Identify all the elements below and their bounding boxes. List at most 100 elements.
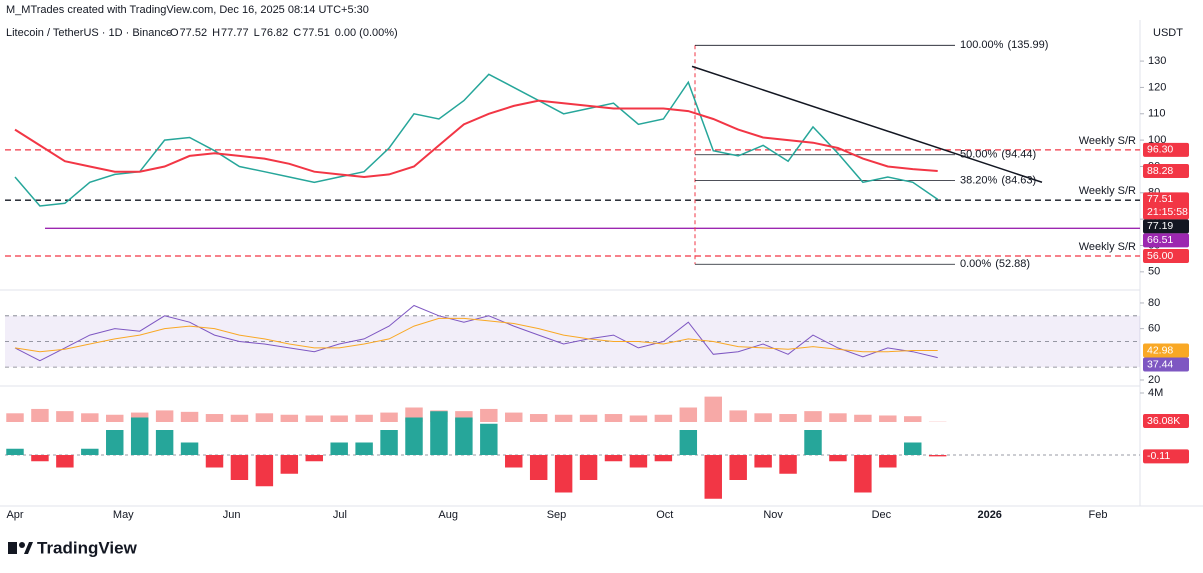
- price-tag: [1143, 449, 1189, 464]
- volume-bar: [81, 413, 99, 422]
- macd-histogram-bar: [829, 455, 847, 462]
- macd-histogram-bar: [405, 417, 423, 455]
- level-label: Weekly S/R: [1079, 135, 1136, 147]
- macd-histogram-bar: [255, 455, 274, 487]
- fib-value: (84.63): [1001, 175, 1036, 187]
- volume-bar: [904, 416, 922, 422]
- ohlc-close: 77.51: [302, 27, 330, 39]
- macd-histogram-bar: [31, 455, 49, 462]
- price-tag: [1143, 249, 1189, 264]
- x-tick-label: Sep: [547, 509, 567, 521]
- fib-level: 38.20%: [960, 175, 998, 187]
- macd-histogram-bar: [6, 448, 24, 455]
- x-tick-label: Aug: [438, 509, 458, 521]
- ohlc-o_label: O: [170, 27, 179, 39]
- macd-histogram-bar: [529, 455, 548, 480]
- macd-histogram-bar: [604, 455, 623, 462]
- macd-histogram-bar: [729, 455, 747, 480]
- macd-histogram-bar: [804, 430, 822, 455]
- volume-bar: [579, 414, 598, 422]
- macd-histogram-bar: [280, 455, 299, 474]
- price-tag-label: 37.44: [1147, 358, 1173, 370]
- macd-histogram-bar: [56, 455, 74, 468]
- volume-bar: [505, 412, 523, 422]
- volume-bar: [679, 407, 698, 422]
- volume-bar: [704, 396, 722, 422]
- volume-bar: [754, 413, 772, 422]
- x-tick-label: 2026: [977, 509, 1001, 521]
- y-tick-label: 50: [1148, 266, 1160, 278]
- macd-histogram-bar: [355, 442, 373, 455]
- rsi-line: [14, 304, 938, 362]
- macd-histogram-bar: [305, 455, 323, 462]
- macd-histogram-bar: [205, 455, 224, 468]
- macd-histogram-bar: [629, 455, 648, 468]
- price-tag-label: 56.00: [1147, 250, 1173, 262]
- macd-histogram-bar: [455, 417, 473, 455]
- volume-bar: [804, 411, 822, 422]
- y-tick-label: 4M: [1148, 387, 1163, 399]
- macd-histogram-bar: [904, 442, 922, 455]
- y-tick-label: 60: [1148, 323, 1160, 335]
- macd-histogram-bar: [554, 455, 573, 493]
- rsi-ma: [14, 317, 938, 353]
- x-tick-label: Feb: [1089, 509, 1108, 521]
- price-tag: [1143, 219, 1189, 234]
- volume-bar: [654, 414, 673, 422]
- macd-histogram-bar: [679, 430, 698, 455]
- macd-histogram-bar: [480, 423, 498, 455]
- price-tag-label: 96.30: [1147, 144, 1173, 156]
- volume-bar: [155, 410, 174, 422]
- volume-bar: [205, 414, 224, 422]
- logo: TradingView: [37, 538, 138, 557]
- macd-histogram-bar: [81, 448, 99, 455]
- macd-histogram-bar: [654, 455, 673, 462]
- volume-bar: [455, 411, 473, 422]
- volume-bar: [629, 415, 648, 422]
- volume-bar: [330, 415, 348, 422]
- price-tag-label: 66.51: [1147, 234, 1173, 246]
- y-tick-label: 110: [1148, 108, 1166, 120]
- ohlc-open: 77.52: [180, 27, 208, 39]
- macd-histogram-bar: [854, 455, 872, 493]
- price-tag-label: -0.11: [1147, 450, 1170, 462]
- ohlc-h_label: H: [212, 27, 220, 39]
- macd-histogram-bar: [330, 442, 348, 455]
- price-line: [14, 73, 939, 207]
- y-tick-label: 130: [1148, 55, 1166, 67]
- price-tag: [1143, 142, 1189, 157]
- volume-bar: [829, 413, 847, 422]
- price-tag-label: 42.98: [1147, 344, 1173, 356]
- macd-histogram-bar: [879, 455, 897, 468]
- x-tick-label: Jul: [333, 509, 347, 521]
- volume-bar: [31, 408, 49, 422]
- volume-bar: [729, 410, 747, 422]
- ohlc: O 77.52 H 77.77 L 76.82 C 77.51 0.00 (0.00%): [170, 27, 398, 39]
- volume-bar: [879, 415, 897, 422]
- macd-histogram-bar: [579, 455, 598, 480]
- macd-histogram-bar: [155, 430, 174, 455]
- volume-bar: [529, 414, 548, 422]
- countdown: 21:15:58: [1147, 206, 1188, 218]
- logo-icon: [8, 542, 33, 554]
- attribution: M_MTrades created with TradingView.com, …: [6, 4, 369, 16]
- volume-bar: [130, 412, 149, 422]
- fib-value: (135.99): [1007, 39, 1048, 51]
- volume-bar: [280, 414, 299, 422]
- ohlc-c_label: C: [293, 27, 301, 39]
- y-tick-label: 120: [1148, 81, 1166, 93]
- price-tag: [1143, 233, 1189, 248]
- macd-histogram-bar: [505, 455, 523, 468]
- macd-histogram-bar: [430, 411, 448, 455]
- macd-histogram-bar: [130, 417, 149, 455]
- volume-bar: [854, 414, 872, 422]
- level-label: Weekly S/R: [1079, 241, 1136, 253]
- fib-level: 50.00%: [960, 149, 998, 161]
- y-tick-label: 20: [1148, 374, 1160, 386]
- macd-histogram-bar: [754, 455, 772, 468]
- macd-histogram-bar: [106, 430, 124, 455]
- symbol: Litecoin / TetherUS · 1D · Binance: [6, 27, 172, 39]
- x-tick-label: Nov: [763, 509, 783, 521]
- macd-histogram-bar: [230, 455, 249, 480]
